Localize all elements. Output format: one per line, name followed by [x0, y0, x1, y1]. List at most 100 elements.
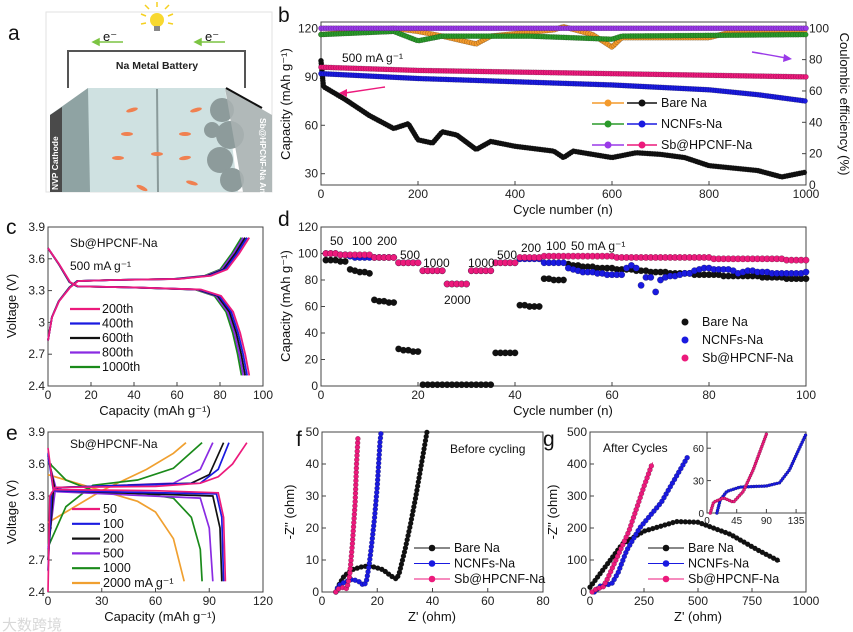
c-current-annotation: 500 mA g⁻¹ — [70, 259, 131, 273]
y-tick-label: 2.4 — [28, 585, 45, 599]
legend-label: 2000 mA g⁻¹ — [103, 576, 174, 590]
d-xlabel: Cycle number (n) — [513, 403, 613, 418]
chart-b-cycling: 0 200 400 600 800 1000 30 60 90 120 0 20 40 60 80 100 Ba… — [298, 21, 829, 201]
e-ylabel: Voltage (V) — [4, 480, 19, 544]
sb-hpcnf-na-point — [487, 267, 495, 275]
y2-tick-label: 20 — [809, 147, 823, 161]
x-tick-label: 80 — [702, 388, 716, 402]
legend-label: Sb@HPCNF-Na — [661, 138, 752, 152]
ncnfs-na-point — [632, 264, 640, 272]
schematic-title: Na Metal Battery — [116, 60, 198, 72]
legend-label: 800th — [102, 346, 133, 360]
bare-na-point — [560, 276, 567, 284]
y-tick-label: 30 — [306, 489, 320, 503]
y-tick-label: 90 — [305, 70, 319, 84]
b-y2label: Coulombic efficiency (%) — [837, 33, 852, 176]
x-tick-label: 100 — [253, 388, 273, 402]
legend-label: 50 — [103, 502, 117, 516]
y-tick-label: 200 — [567, 521, 587, 535]
y-tick-label: 120 — [298, 220, 318, 234]
y-tick-label: 3 — [38, 521, 45, 535]
y-tick-label: 40 — [306, 457, 320, 471]
sb-hpcnf-na-point — [438, 267, 446, 275]
sb-hpcnf-na-point — [802, 256, 810, 264]
x-tick-label: 800 — [699, 187, 719, 201]
x-tick-label: 60 — [605, 388, 619, 402]
legend-marker — [681, 336, 689, 344]
legend-label: Bare Na — [688, 541, 734, 555]
x-tick-label: 40 — [127, 388, 141, 402]
x-tick-label: 60 — [149, 594, 163, 608]
50-discharge-line — [47, 447, 227, 582]
legend-label: 500 — [103, 546, 124, 560]
legend-label: Bare Na — [661, 96, 707, 110]
chart-f-nyquist: 0 20 40 60 80 0 10 20 30 40 50 Bare Na NCNFs-NaSb@HP… — [306, 425, 550, 608]
y-tick-label: 500 — [567, 425, 587, 439]
ncnfs-na-marker — [684, 454, 690, 461]
x-tick-label: 0 — [587, 594, 594, 608]
chart-g-inset: 0 45 90 135 0 30 60 — [693, 431, 808, 527]
anode-label: Sb@HPCNF-Na Anode — [258, 118, 268, 209]
x-tick-label: 60 — [481, 594, 495, 608]
y2-tick-label: 100 — [809, 21, 829, 35]
y2-tick-label: 40 — [809, 115, 823, 129]
f-ylabel: -Z'' (ohm) — [282, 485, 297, 540]
legend-label: NCNFs-Na — [454, 557, 515, 571]
legend-label: 1000th — [102, 360, 140, 374]
y-tick-label: 3.3 — [28, 489, 45, 503]
x-tick-label: 250 — [634, 594, 654, 608]
legend-label: Bare Na — [454, 541, 500, 555]
legend-label: 200 — [103, 532, 124, 546]
sb-hpcnf-na-marker — [355, 435, 361, 442]
x-tick-label: 45 — [731, 516, 743, 527]
y-tick-label: 2.7 — [28, 553, 45, 567]
rate-label: 100 — [352, 234, 372, 248]
x-tick-label: 30 — [95, 594, 109, 608]
y-tick-label: 3.9 — [28, 425, 45, 439]
sb-hpcnf-na-marker — [648, 463, 655, 469]
plot-frame — [320, 21, 807, 186]
x-tick-label: 0 — [704, 516, 710, 527]
y-tick-label: 30 — [305, 167, 319, 181]
y-tick-label: 60 — [305, 300, 319, 314]
y2-tick-label: 80 — [809, 53, 823, 67]
x-tick-label: 80 — [536, 594, 550, 608]
y-tick-label: 80 — [305, 273, 319, 287]
legend-label: 1000 — [103, 561, 131, 575]
x-tick-label: 40 — [508, 388, 522, 402]
y-tick-label: 3 — [38, 315, 45, 329]
legend-marker — [681, 354, 689, 362]
x-tick-label: 0 — [318, 187, 325, 201]
ncnfs-na-capacity-marker — [802, 98, 808, 104]
y-tick-label: 0 — [580, 585, 587, 599]
bare-na-point — [341, 258, 349, 265]
panel-letter-e: e — [6, 422, 18, 445]
legend-label: Sb@HPCNF-Na — [688, 572, 779, 586]
legend-marker — [428, 560, 436, 567]
b-current-annotation: 500 mA g⁻¹ — [342, 51, 403, 65]
x-tick-label: 120 — [253, 594, 273, 608]
x-tick-label: 20 — [411, 388, 425, 402]
chart-c-voltage-profiles: 0 20 40 60 80 100 2.4 2.7 3 3.3 3.6 3.9 200th400th60… — [28, 220, 273, 402]
sb-hpcnf-na-point — [414, 259, 422, 267]
rate-label: 2000 — [444, 293, 471, 307]
legend-capacity-marker — [638, 141, 646, 149]
bare-na-point — [511, 349, 519, 357]
electron-label-right: e⁻ — [205, 29, 219, 44]
lightbulb-icon — [140, 2, 174, 31]
legend-label: Sb@HPCNF-Na — [454, 572, 545, 586]
inset-ncnfs-na-marker — [803, 433, 808, 438]
x-tick-label: 200 — [408, 187, 428, 201]
bare-na-capacity-marker — [801, 169, 808, 176]
sb-hpcnf-na-point — [463, 280, 470, 288]
legend-label: NCNFs-Na — [661, 117, 722, 131]
legend-label: NCNFs-Na — [702, 333, 763, 347]
ncnfs-na-point — [618, 271, 626, 279]
g-title: After Cycles — [603, 441, 668, 455]
y-tick-label: 60 — [305, 118, 319, 132]
cathode-label: NVP Cathode — [50, 136, 60, 190]
y-tick-label: 0 — [312, 585, 319, 599]
y-tick-label: 100 — [567, 553, 587, 567]
